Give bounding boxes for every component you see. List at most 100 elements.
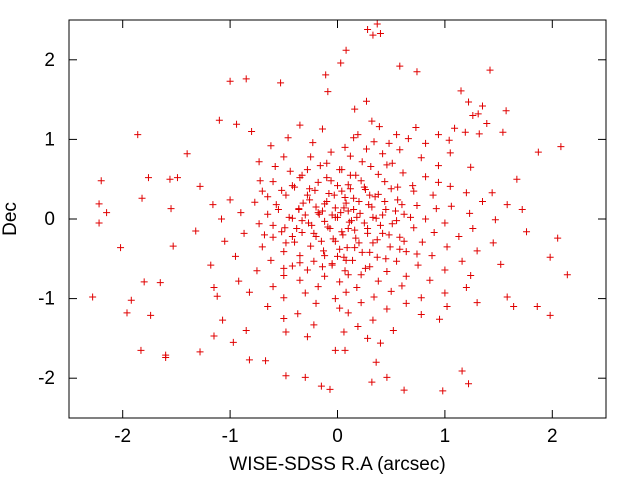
data-point	[237, 209, 245, 217]
data-point	[376, 221, 384, 229]
data-point	[280, 272, 288, 280]
data-point	[269, 233, 277, 241]
data-point	[349, 256, 357, 264]
data-point	[417, 294, 425, 302]
data-point	[467, 272, 475, 280]
data-point	[409, 182, 417, 190]
data-point	[323, 159, 331, 167]
data-point	[434, 131, 442, 139]
data-point	[364, 334, 372, 342]
data-point	[383, 161, 391, 169]
data-point	[310, 257, 318, 265]
x-tick-label: 2	[547, 426, 558, 447]
y-axis-label: Dec	[0, 202, 21, 236]
data-point	[350, 205, 358, 213]
data-point	[89, 293, 97, 301]
data-point	[260, 231, 268, 239]
data-point	[210, 283, 218, 291]
data-point	[226, 196, 234, 204]
data-point	[354, 322, 362, 330]
data-point	[269, 221, 277, 229]
data-point	[412, 123, 420, 131]
data-point	[167, 205, 175, 213]
data-point	[407, 213, 415, 221]
data-point	[386, 243, 394, 251]
data-point	[533, 303, 541, 311]
data-point	[357, 177, 365, 185]
data-point	[308, 221, 316, 229]
data-point	[499, 128, 507, 136]
data-point	[140, 278, 148, 286]
data-point	[350, 134, 358, 142]
data-point	[414, 261, 422, 269]
data-point	[370, 293, 378, 301]
data-point	[439, 387, 447, 395]
data-point	[274, 205, 282, 213]
data-point	[307, 242, 315, 250]
data-point	[291, 238, 299, 246]
data-point	[264, 193, 272, 201]
data-point	[301, 211, 309, 219]
data-point	[272, 201, 280, 209]
data-point	[251, 198, 259, 206]
y-tick-label: -1	[38, 289, 55, 310]
data-point	[446, 182, 454, 190]
data-point	[342, 288, 350, 296]
data-point	[399, 169, 407, 177]
data-point	[103, 209, 111, 217]
data-point	[455, 233, 463, 241]
data-point	[218, 215, 226, 223]
data-point	[488, 189, 496, 197]
data-point	[341, 267, 349, 275]
data-point	[368, 203, 376, 211]
data-point	[327, 148, 335, 156]
data-point	[321, 272, 329, 280]
y-tick-label: 2	[44, 50, 55, 71]
data-point	[473, 247, 481, 255]
data-point	[316, 162, 324, 170]
data-point	[331, 213, 339, 221]
data-point	[298, 229, 306, 237]
data-point	[282, 191, 290, 199]
data-point	[343, 244, 351, 252]
data-point	[428, 252, 436, 260]
data-point	[503, 293, 511, 301]
y-tick-label: 0	[44, 209, 55, 230]
data-point	[312, 203, 320, 211]
data-point	[221, 237, 229, 245]
data-point	[489, 239, 497, 247]
data-point	[242, 326, 250, 334]
data-point	[457, 87, 465, 95]
data-point	[475, 130, 483, 138]
data-point	[382, 205, 390, 213]
data-point	[351, 244, 359, 252]
data-point	[503, 201, 511, 209]
data-point	[358, 248, 366, 256]
data-point	[323, 174, 331, 182]
data-point	[383, 305, 391, 313]
data-point	[127, 296, 135, 304]
data-point	[303, 333, 311, 341]
data-point	[331, 346, 339, 354]
data-point	[502, 107, 510, 115]
data-point	[434, 162, 442, 170]
data-point	[134, 131, 142, 139]
data-point	[369, 316, 377, 324]
data-point	[336, 166, 344, 174]
data-point	[352, 234, 360, 242]
data-point	[393, 131, 401, 139]
data-point	[245, 356, 253, 364]
data-point	[331, 204, 339, 212]
data-point	[341, 143, 349, 151]
data-point	[443, 243, 451, 251]
data-point	[382, 255, 390, 263]
data-point	[331, 295, 339, 303]
data-point	[368, 117, 376, 125]
data-point	[280, 315, 288, 322]
data-point	[374, 277, 382, 285]
data-point	[210, 332, 218, 340]
data-point	[422, 215, 430, 223]
data-point	[467, 163, 475, 171]
data-point	[396, 233, 404, 241]
